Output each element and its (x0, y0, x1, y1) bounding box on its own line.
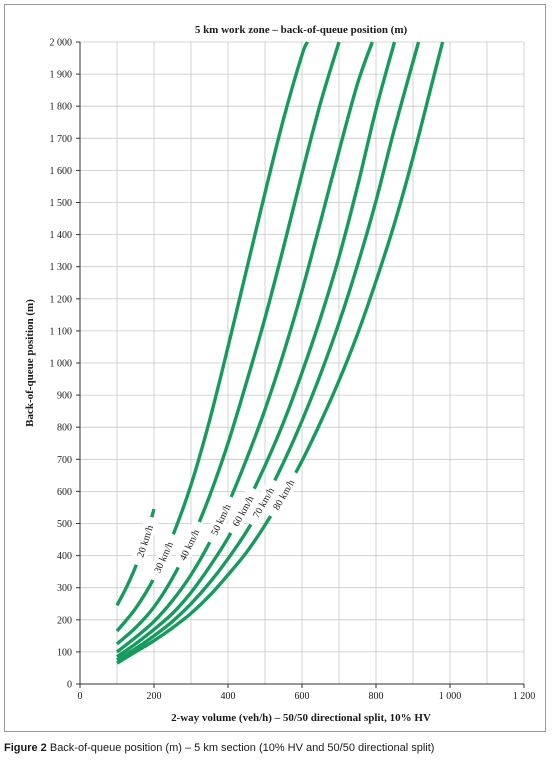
x-tick-label: 1 000 (439, 691, 462, 702)
series-line (115, 41, 341, 646)
y-tick-label: 1 100 (50, 326, 73, 337)
grid (80, 41, 525, 684)
series-annotations: 20 km/h30 km/h 40 km/h50 km/h60 km/h70 km… (130, 469, 303, 583)
y-tick-label: 1 700 (50, 134, 73, 145)
annotation-gap (264, 469, 303, 520)
caption-text: Back-of-queue position (m) – 5 km sectio… (46, 742, 435, 754)
y-tick-label: 1 400 (50, 230, 73, 241)
y-tick-label: 200 (57, 615, 72, 626)
chart: 0 200 400 600 800 1 000 1 200 0 100 200 300 400 500 6… (24, 24, 536, 724)
y-tick-label: 1 900 (50, 70, 73, 81)
annotation-gap (130, 515, 160, 568)
series-line (115, 41, 374, 654)
y-tick-label: 1 600 (50, 166, 73, 177)
y-tick-label: 400 (57, 551, 72, 562)
annotation-gap (244, 477, 282, 528)
annotation-gap (171, 519, 207, 571)
x-axis-label: 2-way volume (veh/h) – 50/50 directional… (171, 712, 431, 724)
y-tick-label: 300 (57, 583, 72, 594)
tick-labels: 0 200 400 600 800 1 000 1 200 0 100 200 300 400 500 6… (50, 38, 536, 703)
caption-label: Figure 2 (4, 742, 47, 754)
y-tick-label: 1 000 (50, 359, 73, 370)
x-tick-label: 600 (295, 691, 310, 702)
series-line (116, 41, 397, 659)
axes (76, 41, 525, 688)
x-tick-label: 800 (369, 691, 384, 702)
y-tick-label: 0 (67, 680, 72, 691)
y-tick-label: 800 (57, 423, 72, 434)
x-tick-label: 200 (147, 691, 162, 702)
y-tick-label: 2 000 (50, 38, 73, 49)
y-tick-label: 900 (57, 391, 72, 402)
y-tick-label: 1 200 (50, 294, 73, 305)
y-tick-label: 1 300 (50, 262, 73, 273)
y-tick-label: 1 800 (50, 102, 73, 113)
figure-frame (4, 4, 546, 732)
y-tick-label: 100 (57, 647, 72, 658)
x-tick-label: 400 (221, 691, 236, 702)
x-tick-label: 1 200 (513, 691, 536, 702)
y-tick-label: 500 (57, 519, 72, 530)
series-lines (115, 41, 445, 665)
annotation-gap (224, 485, 261, 537)
annotation-gap (203, 494, 238, 546)
y-axis-label: Back-of-queue position (m) (24, 299, 36, 427)
annotation-gap (146, 531, 180, 583)
y-tick-label: 600 (57, 487, 72, 498)
y-tick-label: 700 (57, 455, 72, 466)
figure-caption: Figure 2 Back-of-queue position (m) – 5 … (4, 742, 552, 754)
y-tick-label: 1 500 (50, 198, 73, 209)
chart-title: 5 km work zone – back-of-queue position … (195, 24, 408, 36)
x-tick-label: 0 (78, 691, 83, 702)
